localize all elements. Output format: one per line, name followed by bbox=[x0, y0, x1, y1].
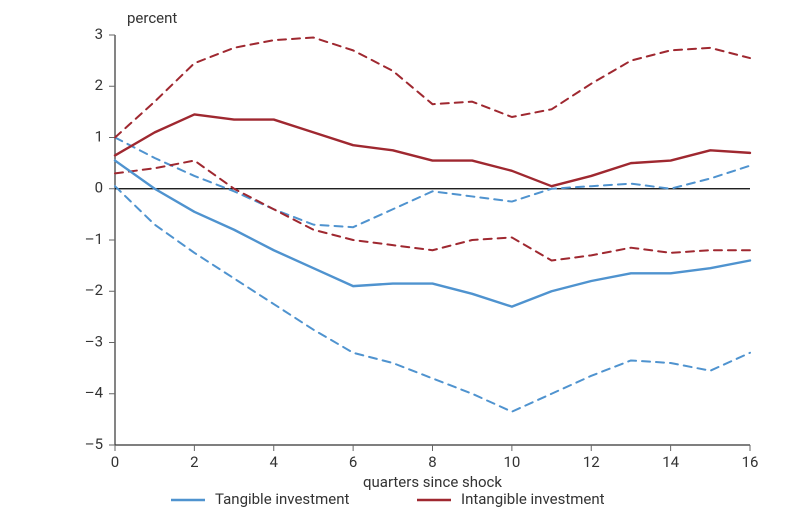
x-tick-label: 8 bbox=[428, 453, 436, 471]
y-tick-label: 3 bbox=[95, 25, 103, 43]
chart-svg: –5–4–3–2–101230246810121416percentquarte… bbox=[0, 0, 800, 524]
y-tick-label: –2 bbox=[85, 281, 103, 299]
y-tick-label: 0 bbox=[95, 179, 103, 197]
y-tick-label: –1 bbox=[85, 230, 103, 248]
x-tick-label: 10 bbox=[503, 453, 520, 471]
legend-label: Intangible investment bbox=[461, 490, 605, 508]
x-tick-label: 4 bbox=[270, 453, 279, 471]
y-tick-label: 2 bbox=[95, 76, 103, 94]
x-tick-label: 16 bbox=[742, 453, 759, 471]
x-tick-label: 0 bbox=[111, 453, 119, 471]
investment-response-chart: –5–4–3–2–101230246810121416percentquarte… bbox=[0, 0, 800, 524]
x-tick-label: 14 bbox=[662, 453, 679, 471]
y-axis-label: percent bbox=[127, 9, 177, 27]
y-tick-label: 1 bbox=[95, 127, 103, 145]
legend-label: Tangible investment bbox=[215, 490, 349, 508]
y-tick-label: –3 bbox=[85, 332, 103, 350]
x-tick-label: 6 bbox=[349, 453, 357, 471]
x-tick-label: 12 bbox=[583, 453, 600, 471]
x-tick-label: 2 bbox=[190, 453, 198, 471]
y-tick-label: –4 bbox=[85, 384, 104, 402]
y-tick-label: –5 bbox=[85, 435, 103, 453]
x-axis-label: quarters since shock bbox=[363, 473, 502, 491]
